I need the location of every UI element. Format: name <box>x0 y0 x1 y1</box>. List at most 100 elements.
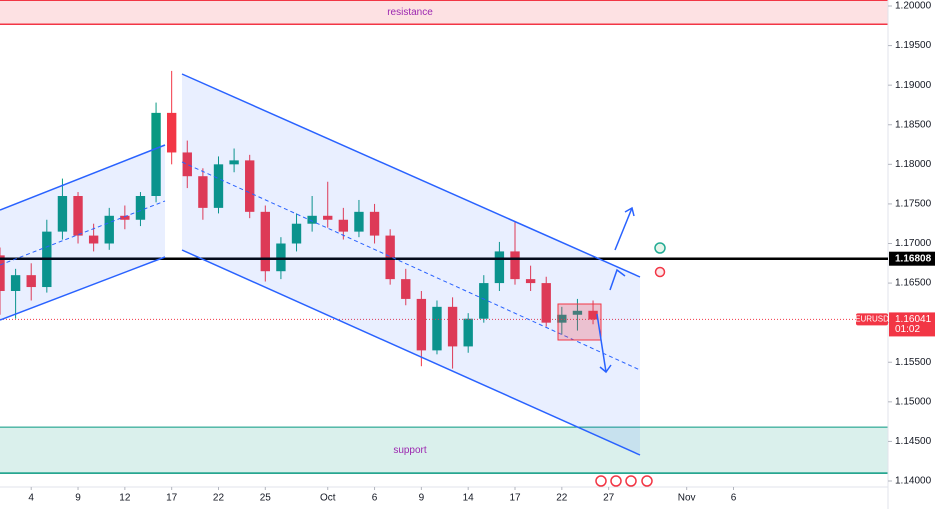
y-tick-label: 1.19000 <box>895 80 932 91</box>
x-tick-label: 4 <box>28 493 34 504</box>
candle-body <box>26 275 36 288</box>
candle-body <box>494 251 505 284</box>
zone-label: support <box>393 445 427 456</box>
x-tick-label: 17 <box>509 493 521 504</box>
event-icon[interactable] <box>641 475 653 487</box>
candle-body <box>525 279 536 284</box>
channel-line <box>181 249 641 456</box>
y-tick-label: 1.18000 <box>895 159 932 170</box>
channel-fill <box>0 145 165 320</box>
candle-body <box>291 223 302 244</box>
candle-body <box>135 196 146 220</box>
countdown-label: 01:02 <box>895 324 920 335</box>
candle-body <box>276 243 286 272</box>
event-icon[interactable] <box>625 475 637 487</box>
zone <box>0 427 888 474</box>
candle-body <box>104 215 114 244</box>
channel-fill <box>182 74 640 455</box>
event-icon[interactable] <box>610 475 622 487</box>
x-tick-label: 22 <box>556 493 568 504</box>
zone-label: resistance <box>387 7 433 18</box>
candle-body <box>166 112 177 153</box>
symbol-label: EURUSD <box>855 315 889 324</box>
candle-body <box>229 160 239 165</box>
candle-body <box>307 215 317 224</box>
candle-body <box>260 211 270 272</box>
arrow-head <box>624 206 635 217</box>
candle-body <box>0 255 5 291</box>
y-tick-label: 1.14500 <box>895 436 932 447</box>
y-tick-label: 1.16500 <box>895 278 932 289</box>
drawings <box>0 73 666 487</box>
candle-body <box>588 310 598 320</box>
candle-body <box>557 314 567 323</box>
candle-body <box>369 211 380 236</box>
zones: resistance support <box>0 0 888 474</box>
candle-body <box>416 298 427 351</box>
candle-body <box>88 235 99 244</box>
x-tick-label: 12 <box>119 493 131 504</box>
candle-body <box>463 318 473 347</box>
candle-body <box>572 310 583 315</box>
candle-body <box>198 176 208 208</box>
x-tick-label: 17 <box>166 493 178 504</box>
candle-body <box>385 235 395 280</box>
last-price-label: 1.16041 <box>895 314 932 325</box>
x-tick-label: 22 <box>213 493 225 504</box>
y-tick-label: 1.14000 <box>895 476 932 487</box>
candle-body <box>213 164 224 208</box>
channel-line <box>181 73 641 278</box>
level-tag <box>889 251 935 266</box>
y-tick-label: 1.17500 <box>895 199 932 210</box>
signal-dot <box>654 242 666 254</box>
x-tick-label: 14 <box>463 493 475 504</box>
y-tick-label: 1.15500 <box>895 357 932 368</box>
y-tick-label: 1.18500 <box>895 119 932 130</box>
candle-body <box>510 251 520 280</box>
candle-body <box>338 219 349 232</box>
event-icons <box>595 475 653 487</box>
channel-mid <box>0 200 166 266</box>
candle-body <box>541 283 551 323</box>
zone <box>0 0 888 25</box>
x-tick-label: Nov <box>678 493 696 504</box>
arrow <box>596 313 607 373</box>
x-tick-label: 6 <box>731 493 737 504</box>
candle-body <box>73 196 83 236</box>
candle-body <box>57 196 68 232</box>
y-tick-label: 1.20000 <box>895 1 932 12</box>
price-tag <box>889 312 935 337</box>
range-box <box>557 303 602 341</box>
candle-body <box>354 211 364 232</box>
x-tick-label: 6 <box>372 493 378 504</box>
candles <box>0 70 598 369</box>
y-tick-label: 1.15000 <box>895 396 932 407</box>
candle-body <box>479 283 489 319</box>
signal-dot <box>654 266 666 278</box>
candle-body <box>432 306 442 351</box>
x-tick-label: Oct <box>320 493 336 504</box>
candle-body <box>120 215 130 220</box>
candle-body <box>401 279 411 299</box>
candle-body <box>151 112 161 196</box>
channel-line <box>0 256 166 321</box>
channel-line <box>0 144 166 211</box>
candle-body <box>245 160 255 212</box>
y-tick-label: 1.19500 <box>895 40 932 51</box>
candle-body <box>323 215 333 220</box>
candle-body <box>10 275 21 291</box>
symbol-tag <box>856 313 888 326</box>
candle-body <box>182 152 192 177</box>
x-tick-label: 9 <box>419 493 425 504</box>
arrow-head <box>599 364 612 374</box>
arrow <box>614 207 633 251</box>
x-tick-label: 27 <box>603 493 615 504</box>
y-tick-label: 1.17000 <box>895 238 932 249</box>
event-icon[interactable] <box>595 475 607 487</box>
level-label: 1.16808 <box>895 253 932 264</box>
arrow <box>609 268 626 291</box>
x-tick-label: 9 <box>75 493 81 504</box>
x-tick-label: 25 <box>260 493 272 504</box>
